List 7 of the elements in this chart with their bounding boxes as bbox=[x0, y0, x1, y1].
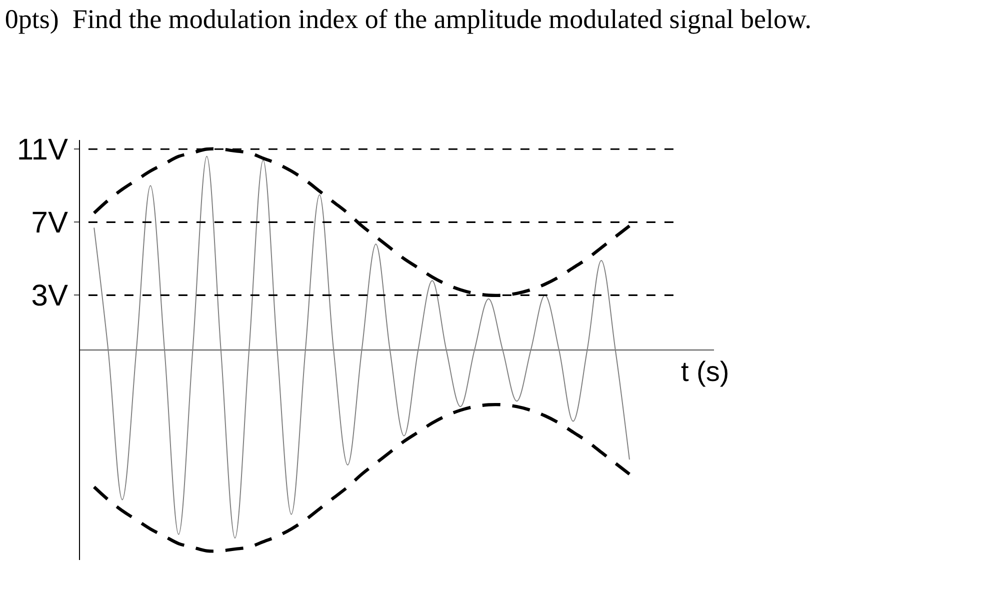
x-axis-title: t (s) bbox=[681, 356, 730, 387]
y-tick-label: 7V bbox=[31, 206, 68, 240]
line-series bbox=[92, 402, 632, 553]
line-series bbox=[94, 156, 630, 539]
y-tick-label: 3V bbox=[31, 280, 68, 313]
y-tick-label: 11V bbox=[16, 134, 68, 167]
chart-title: 0pts) Find the modulation index of the amplitude modulated signal below. bbox=[4, 4, 812, 34]
